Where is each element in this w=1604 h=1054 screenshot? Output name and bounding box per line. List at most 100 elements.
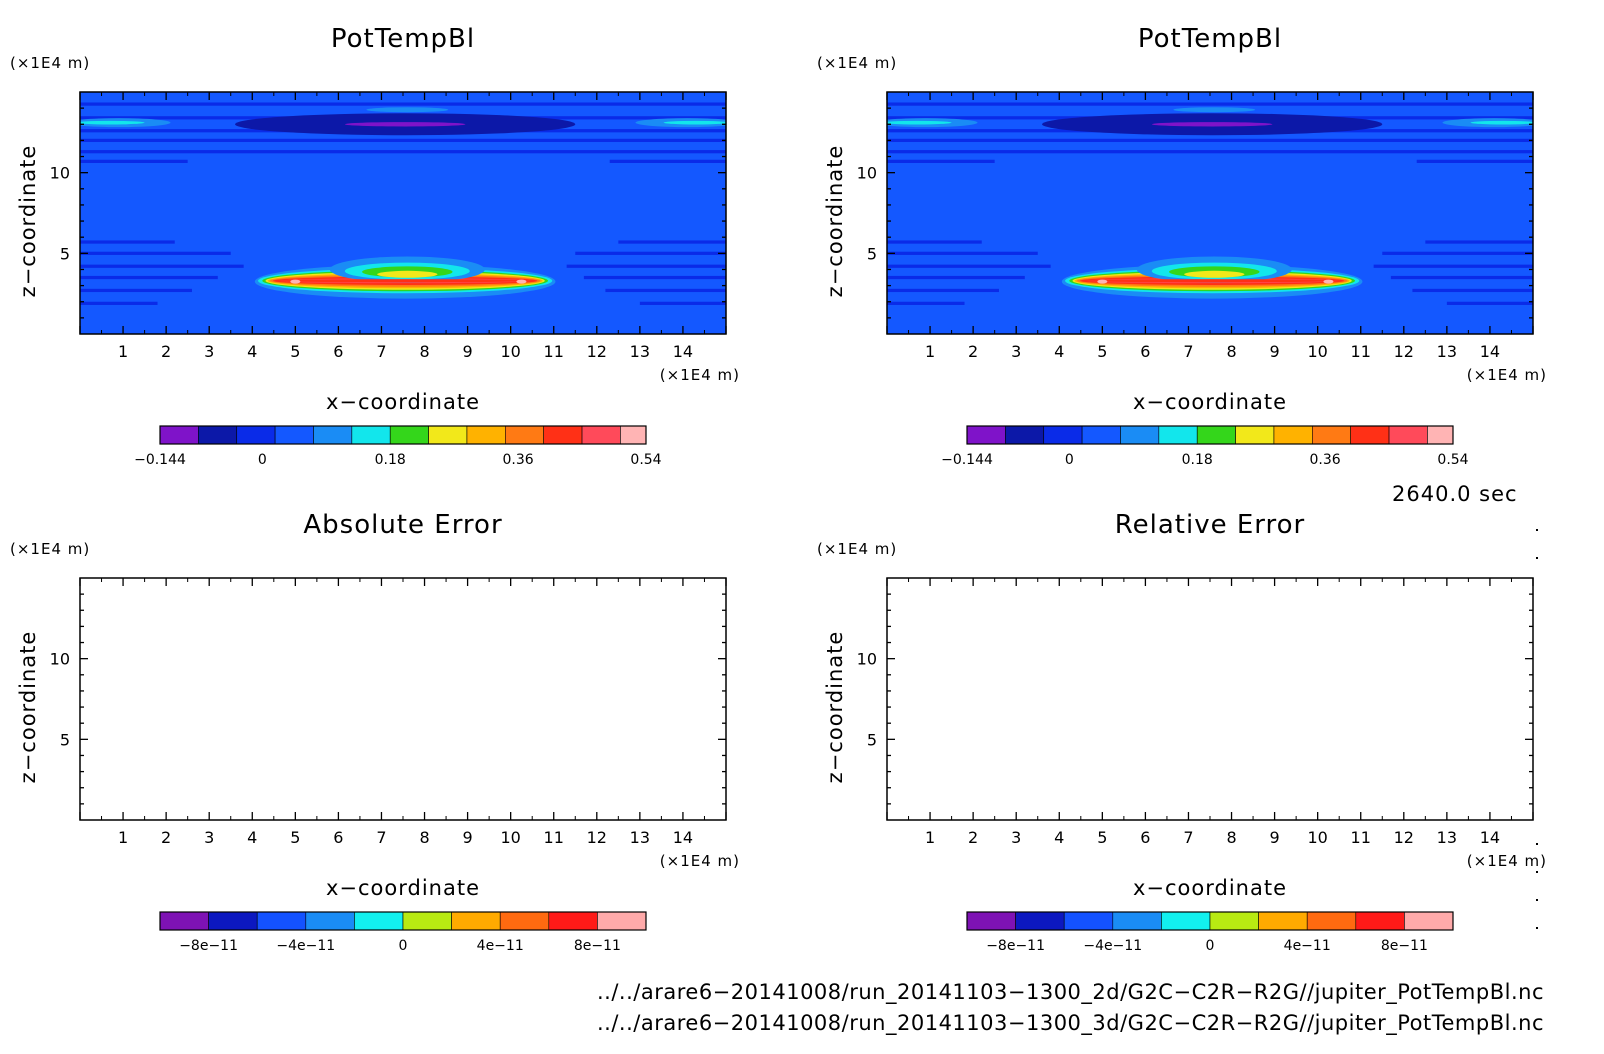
y-tick-label: 5 [867, 730, 877, 749]
y-axis-unit: (×1E4 m) [10, 540, 90, 558]
x-tick-label: 10 [1307, 828, 1327, 847]
y-axis-label: z−coordinate [16, 145, 40, 298]
y-axis-label: z−coordinate [823, 145, 847, 298]
x-axis-unit: (×1E4 m) [660, 366, 740, 384]
chart-title: Relative Error [1115, 510, 1306, 540]
colorbar-tick-label: 0.54 [630, 452, 661, 468]
field-band [887, 159, 995, 163]
field-band [80, 264, 244, 268]
x-tick-label: 14 [673, 342, 693, 361]
colorbar-tick-label: −0.144 [941, 452, 993, 468]
x-tick-label: 3 [1011, 828, 1021, 847]
colorbar-swatch [313, 425, 353, 445]
field-band [609, 159, 726, 163]
colorbar-swatch [1161, 911, 1211, 931]
colorbar-swatch [1355, 911, 1405, 931]
x-tick-label: 13 [1437, 828, 1457, 847]
colorbar-swatch [597, 911, 647, 931]
chart-panel-4: Relative Error (×1E4 m) (×1E4 m) x−coordina… [817, 510, 1546, 954]
footer-file-2d: ../../arare6−20141008/run_20141103−1300_… [597, 980, 1544, 1004]
x-tick-label: 5 [290, 342, 300, 361]
colorbar-tick-label: −4e−11 [1083, 938, 1142, 954]
colorbar-swatch [402, 911, 452, 931]
upper-crest [1173, 107, 1256, 113]
y-axis-unit: (×1E4 m) [10, 54, 90, 72]
x-axis-label: x−coordinate [326, 390, 480, 414]
field-band [80, 159, 188, 163]
upper-warm-left-core [80, 120, 145, 125]
colorbar-tick-label: 0.36 [503, 452, 534, 468]
time-label: 2640.0 sec [1392, 482, 1518, 506]
x-tick-label: 5 [1097, 342, 1107, 361]
colorbar-swatch [351, 425, 391, 445]
upper-warm-right-core [1470, 120, 1533, 125]
field-band [887, 275, 1025, 280]
x-tick-label: 4 [247, 342, 257, 361]
x-tick-label: 4 [1054, 828, 1064, 847]
x-tick-label: 1 [118, 828, 128, 847]
colorbar-swatch [428, 425, 468, 445]
colorbar-swatch [305, 911, 355, 931]
chart-panel-2: PotTempBl (×1E4 m) (×1E4 m) x−coordinate z−c… [817, 24, 1546, 468]
colorbar-swatch [274, 425, 314, 445]
x-tick-label: 7 [1183, 342, 1193, 361]
colorbar-swatch [581, 425, 621, 445]
field-band [887, 240, 982, 244]
colorbar-swatch [548, 911, 598, 931]
x-tick-label: 8 [419, 828, 429, 847]
upper-crest [366, 107, 449, 113]
colorbar-swatch [543, 425, 583, 445]
field-band [1412, 288, 1533, 293]
warm-core-line [278, 279, 533, 283]
field-band [1446, 301, 1533, 305]
y-axis-unit: (×1E4 m) [817, 540, 897, 558]
x-tick-label: 3 [1011, 342, 1021, 361]
colorbar-swatch [236, 425, 276, 445]
y-tick-label: 10 [857, 650, 877, 669]
x-tick-label: 12 [587, 342, 607, 361]
field-band [80, 102, 726, 106]
colorbar-swatch [451, 911, 501, 931]
x-tick-label: 6 [1140, 828, 1150, 847]
field-band [887, 251, 1038, 255]
colorbar-swatch [1306, 911, 1357, 931]
colorbar-tick-label: −4e−11 [276, 938, 335, 954]
field-band [80, 251, 231, 255]
x-tick-label: 8 [1226, 342, 1236, 361]
colorbar: −8e−11 −4e−11 0 4e−11 8e−11 [159, 911, 647, 954]
colorbar-tick-label: −8e−11 [179, 938, 238, 954]
field-band [575, 251, 726, 255]
upper-warm-left-core [887, 120, 952, 125]
x-tick-label: 4 [1054, 342, 1064, 361]
footer-file-3d: ../../arare6−20141008/run_20141103−1300_… [597, 1011, 1544, 1035]
colorbar-tick-label: 0.54 [1437, 452, 1468, 468]
colorbar-swatch [1063, 911, 1114, 931]
colorbar-tick-label: 0.18 [1182, 452, 1213, 468]
colorbar: −0.144 0 0.18 0.36 0.54 [134, 425, 662, 468]
colorbar-tick-label: 4e−11 [477, 938, 524, 954]
colorbar-swatch [1312, 425, 1351, 445]
colorbar-swatch [499, 911, 550, 931]
colorbar-swatch [389, 425, 429, 445]
x-tick-label: 12 [1394, 342, 1414, 361]
x-tick-label: 6 [333, 828, 343, 847]
x-tick-label: 11 [544, 342, 564, 361]
field-band [1425, 240, 1533, 244]
field-band [618, 240, 726, 244]
y-tick-label: 10 [50, 164, 70, 183]
colorbar-frame [159, 425, 647, 445]
field-band [887, 138, 1533, 143]
colorbar-swatch [466, 425, 506, 445]
x-axis-label: x−coordinate [326, 876, 480, 900]
heatmap-field [80, 92, 726, 334]
upper-warm-right-core [663, 120, 726, 125]
colorbar-tick-label: 4e−11 [1284, 938, 1331, 954]
y-tick-label: 5 [60, 730, 70, 749]
field-band [80, 138, 726, 143]
plot-frame [886, 577, 1534, 821]
field-band [887, 288, 999, 293]
colorbar-swatch [1258, 911, 1308, 931]
field-band [1416, 159, 1533, 163]
x-axis-label: x−coordinate [1133, 390, 1287, 414]
x-axis-label: x−coordinate [1133, 876, 1287, 900]
